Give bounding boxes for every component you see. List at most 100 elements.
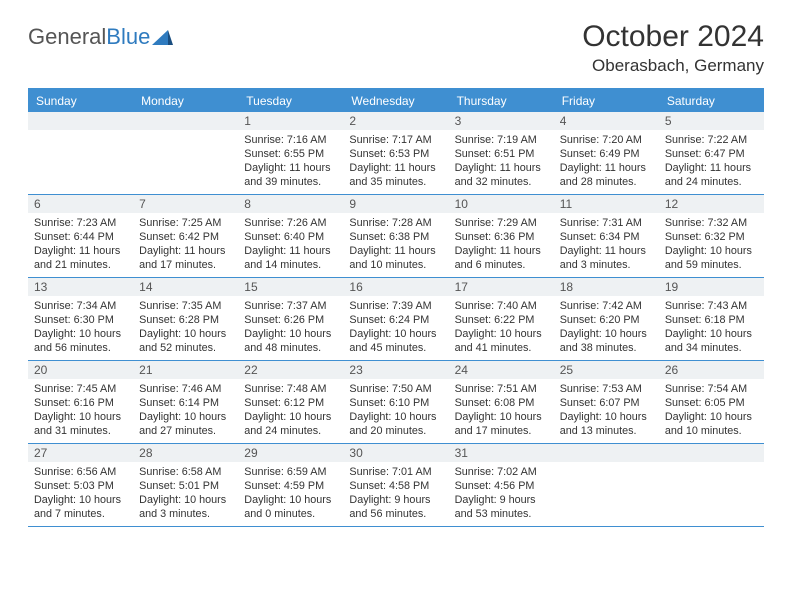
day-cell: 28Sunrise: 6:58 AMSunset: 5:01 PMDayligh… — [133, 444, 238, 526]
dow-tuesday: Tuesday — [238, 90, 343, 112]
sunset-text: Sunset: 6:08 PM — [455, 396, 548, 410]
sunrise-text: Sunrise: 6:56 AM — [34, 465, 127, 479]
daylight-text: Daylight: 10 hours and 45 minutes. — [349, 327, 442, 355]
sunrise-text: Sunrise: 7:01 AM — [349, 465, 442, 479]
day-number: 7 — [133, 195, 238, 213]
sunset-text: Sunset: 6:49 PM — [560, 147, 653, 161]
day-number: 9 — [343, 195, 448, 213]
day-number: 15 — [238, 278, 343, 296]
day-cell: 29Sunrise: 6:59 AMSunset: 4:59 PMDayligh… — [238, 444, 343, 526]
sunset-text: Sunset: 6:14 PM — [139, 396, 232, 410]
daylight-text: Daylight: 10 hours and 20 minutes. — [349, 410, 442, 438]
day-cell: 23Sunrise: 7:50 AMSunset: 6:10 PMDayligh… — [343, 361, 448, 443]
sunrise-text: Sunrise: 7:43 AM — [665, 299, 758, 313]
day-number: 20 — [28, 361, 133, 379]
sunset-text: Sunset: 6:18 PM — [665, 313, 758, 327]
week-row: 13Sunrise: 7:34 AMSunset: 6:30 PMDayligh… — [28, 278, 764, 361]
daylight-text: Daylight: 11 hours and 17 minutes. — [139, 244, 232, 272]
day-cell: 17Sunrise: 7:40 AMSunset: 6:22 PMDayligh… — [449, 278, 554, 360]
sunrise-text: Sunrise: 7:26 AM — [244, 216, 337, 230]
day-body: Sunrise: 6:58 AMSunset: 5:01 PMDaylight:… — [133, 462, 238, 525]
day-number: 10 — [449, 195, 554, 213]
day-cell: 21Sunrise: 7:46 AMSunset: 6:14 PMDayligh… — [133, 361, 238, 443]
day-body: Sunrise: 7:51 AMSunset: 6:08 PMDaylight:… — [449, 379, 554, 442]
day-body — [28, 130, 133, 190]
day-cell: 18Sunrise: 7:42 AMSunset: 6:20 PMDayligh… — [554, 278, 659, 360]
sunrise-text: Sunrise: 7:50 AM — [349, 382, 442, 396]
sunrise-text: Sunrise: 7:37 AM — [244, 299, 337, 313]
sunrise-text: Sunrise: 7:46 AM — [139, 382, 232, 396]
sunset-text: Sunset: 6:12 PM — [244, 396, 337, 410]
day-number: 4 — [554, 112, 659, 130]
sunset-text: Sunset: 6:24 PM — [349, 313, 442, 327]
day-number: 6 — [28, 195, 133, 213]
sunset-text: Sunset: 6:28 PM — [139, 313, 232, 327]
sunset-text: Sunset: 6:26 PM — [244, 313, 337, 327]
sunrise-text: Sunrise: 7:16 AM — [244, 133, 337, 147]
day-number: 21 — [133, 361, 238, 379]
week-row: 20Sunrise: 7:45 AMSunset: 6:16 PMDayligh… — [28, 361, 764, 444]
day-body: Sunrise: 7:39 AMSunset: 6:24 PMDaylight:… — [343, 296, 448, 359]
dow-monday: Monday — [133, 90, 238, 112]
sunset-text: Sunset: 4:56 PM — [455, 479, 548, 493]
day-body: Sunrise: 7:22 AMSunset: 6:47 PMDaylight:… — [659, 130, 764, 193]
daylight-text: Daylight: 11 hours and 24 minutes. — [665, 161, 758, 189]
daylight-text: Daylight: 10 hours and 34 minutes. — [665, 327, 758, 355]
day-body: Sunrise: 7:20 AMSunset: 6:49 PMDaylight:… — [554, 130, 659, 193]
day-number — [133, 112, 238, 130]
day-cell: 11Sunrise: 7:31 AMSunset: 6:34 PMDayligh… — [554, 195, 659, 277]
daylight-text: Daylight: 11 hours and 6 minutes. — [455, 244, 548, 272]
daylight-text: Daylight: 11 hours and 10 minutes. — [349, 244, 442, 272]
day-body: Sunrise: 7:50 AMSunset: 6:10 PMDaylight:… — [343, 379, 448, 442]
page-header: GeneralBlue October 2024 Oberasbach, Ger… — [28, 20, 764, 76]
dow-wednesday: Wednesday — [343, 90, 448, 112]
brand-logo: GeneralBlue — [28, 24, 174, 50]
day-number: 2 — [343, 112, 448, 130]
day-number — [659, 444, 764, 462]
day-number: 3 — [449, 112, 554, 130]
sunrise-text: Sunrise: 6:58 AM — [139, 465, 232, 479]
dow-friday: Friday — [554, 90, 659, 112]
sunset-text: Sunset: 6:05 PM — [665, 396, 758, 410]
day-cell: 27Sunrise: 6:56 AMSunset: 5:03 PMDayligh… — [28, 444, 133, 526]
sunrise-text: Sunrise: 7:31 AM — [560, 216, 653, 230]
sunset-text: Sunset: 6:20 PM — [560, 313, 653, 327]
daylight-text: Daylight: 9 hours and 56 minutes. — [349, 493, 442, 521]
day-cell: 24Sunrise: 7:51 AMSunset: 6:08 PMDayligh… — [449, 361, 554, 443]
daylight-text: Daylight: 10 hours and 31 minutes. — [34, 410, 127, 438]
day-number: 1 — [238, 112, 343, 130]
day-body: Sunrise: 7:42 AMSunset: 6:20 PMDaylight:… — [554, 296, 659, 359]
day-cell: 25Sunrise: 7:53 AMSunset: 6:07 PMDayligh… — [554, 361, 659, 443]
day-number: 17 — [449, 278, 554, 296]
daylight-text: Daylight: 11 hours and 39 minutes. — [244, 161, 337, 189]
day-body: Sunrise: 7:19 AMSunset: 6:51 PMDaylight:… — [449, 130, 554, 193]
day-body: Sunrise: 6:56 AMSunset: 5:03 PMDaylight:… — [28, 462, 133, 525]
day-number: 29 — [238, 444, 343, 462]
sunset-text: Sunset: 6:30 PM — [34, 313, 127, 327]
daylight-text: Daylight: 11 hours and 35 minutes. — [349, 161, 442, 189]
day-body: Sunrise: 7:53 AMSunset: 6:07 PMDaylight:… — [554, 379, 659, 442]
day-number: 24 — [449, 361, 554, 379]
sunrise-text: Sunrise: 7:02 AM — [455, 465, 548, 479]
day-cell — [133, 112, 238, 194]
sunrise-text: Sunrise: 7:40 AM — [455, 299, 548, 313]
sunset-text: Sunset: 6:36 PM — [455, 230, 548, 244]
brand-sail-icon — [152, 28, 174, 46]
day-number: 25 — [554, 361, 659, 379]
day-body: Sunrise: 7:43 AMSunset: 6:18 PMDaylight:… — [659, 296, 764, 359]
day-number: 27 — [28, 444, 133, 462]
day-number: 28 — [133, 444, 238, 462]
day-cell: 30Sunrise: 7:01 AMSunset: 4:58 PMDayligh… — [343, 444, 448, 526]
daylight-text: Daylight: 10 hours and 41 minutes. — [455, 327, 548, 355]
daylight-text: Daylight: 10 hours and 24 minutes. — [244, 410, 337, 438]
day-body: Sunrise: 7:46 AMSunset: 6:14 PMDaylight:… — [133, 379, 238, 442]
sunrise-text: Sunrise: 6:59 AM — [244, 465, 337, 479]
day-body: Sunrise: 7:16 AMSunset: 6:55 PMDaylight:… — [238, 130, 343, 193]
dow-saturday: Saturday — [659, 90, 764, 112]
title-block: October 2024 Oberasbach, Germany — [582, 20, 764, 76]
day-cell: 10Sunrise: 7:29 AMSunset: 6:36 PMDayligh… — [449, 195, 554, 277]
sunrise-text: Sunrise: 7:25 AM — [139, 216, 232, 230]
day-body: Sunrise: 7:32 AMSunset: 6:32 PMDaylight:… — [659, 213, 764, 276]
sunset-text: Sunset: 6:38 PM — [349, 230, 442, 244]
day-number: 12 — [659, 195, 764, 213]
